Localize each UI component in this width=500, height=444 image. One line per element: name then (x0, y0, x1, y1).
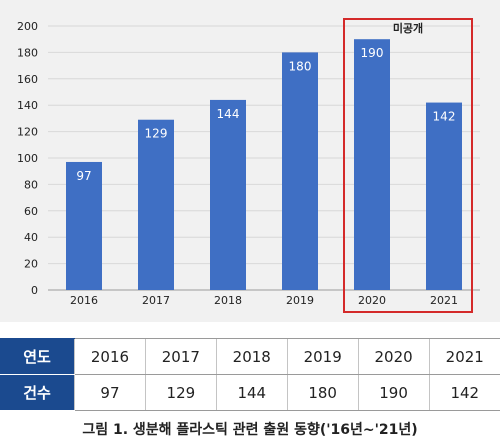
year-cell: 2019 (286, 338, 359, 375)
data-label: 144 (217, 107, 240, 121)
y-tick-label: 40 (24, 231, 38, 244)
chart-panel: 0 20 40 60 80 100 120 140 160 180 200 97 2016 129 2017… (0, 0, 500, 322)
count-cell: 190 (357, 374, 430, 411)
row-header-count: 건수 (0, 374, 75, 411)
year-cell: 2020 (357, 338, 430, 375)
count-cell: 180 (286, 374, 359, 411)
x-tick-label: 2019 (286, 294, 314, 307)
x-tick-label: 2016 (70, 294, 98, 307)
year-cell: 2017 (144, 338, 217, 375)
bar-chart: 0 20 40 60 80 100 120 140 160 180 200 97 2016 129 2017… (17, 18, 480, 313)
bar (354, 39, 390, 291)
y-tick-label: 180 (17, 46, 38, 59)
bar (210, 99, 246, 290)
count-cell: 97 (74, 374, 146, 411)
year-cell: 2021 (428, 338, 500, 375)
count-cell: 142 (428, 374, 500, 411)
x-tick-label: 2021 (430, 294, 458, 307)
y-tick-label: 80 (24, 178, 38, 191)
y-tick-label: 100 (17, 152, 38, 165)
table-row-count: 건수 97 129 144 180 190 142 (0, 374, 500, 411)
figure-caption: 그림 1. 생분해 플라스틱 관련 출원 동향('16년~'21년) (82, 422, 418, 438)
year-cell: 2018 (215, 338, 288, 375)
data-label: 129 (145, 127, 168, 141)
y-tick-label: 60 (24, 205, 38, 218)
table-row-year: 연도 2016 2017 2018 2019 2020 2021 (0, 338, 500, 375)
x-tick-label: 2017 (142, 294, 170, 307)
count-cell: 129 (144, 374, 217, 411)
data-table: 연도 2016 2017 2018 2019 2020 2021 건수 97 1… (0, 338, 500, 411)
count-cell: 144 (215, 374, 288, 411)
year-cell: 2016 (74, 338, 146, 375)
bar (426, 102, 462, 290)
data-label: 190 (361, 46, 384, 60)
data-label: 142 (433, 110, 456, 124)
data-label: 97 (76, 169, 91, 183)
y-tick-label: 160 (17, 73, 38, 86)
bar (66, 161, 102, 290)
y-tick-label: 120 (17, 126, 38, 139)
annotation-label: 미공개 (393, 21, 423, 35)
row-header-year: 연도 (0, 338, 75, 375)
highlight-box (343, 18, 473, 313)
x-tick-label: 2018 (214, 294, 242, 307)
bar (138, 119, 174, 290)
bar (282, 52, 318, 291)
y-tick-label: 20 (24, 258, 38, 271)
y-tick-label: 140 (17, 99, 38, 112)
y-tick-label: 200 (17, 20, 38, 33)
x-tick-label: 2020 (358, 294, 386, 307)
y-tick-label: 0 (31, 284, 38, 297)
data-label: 180 (289, 59, 312, 73)
